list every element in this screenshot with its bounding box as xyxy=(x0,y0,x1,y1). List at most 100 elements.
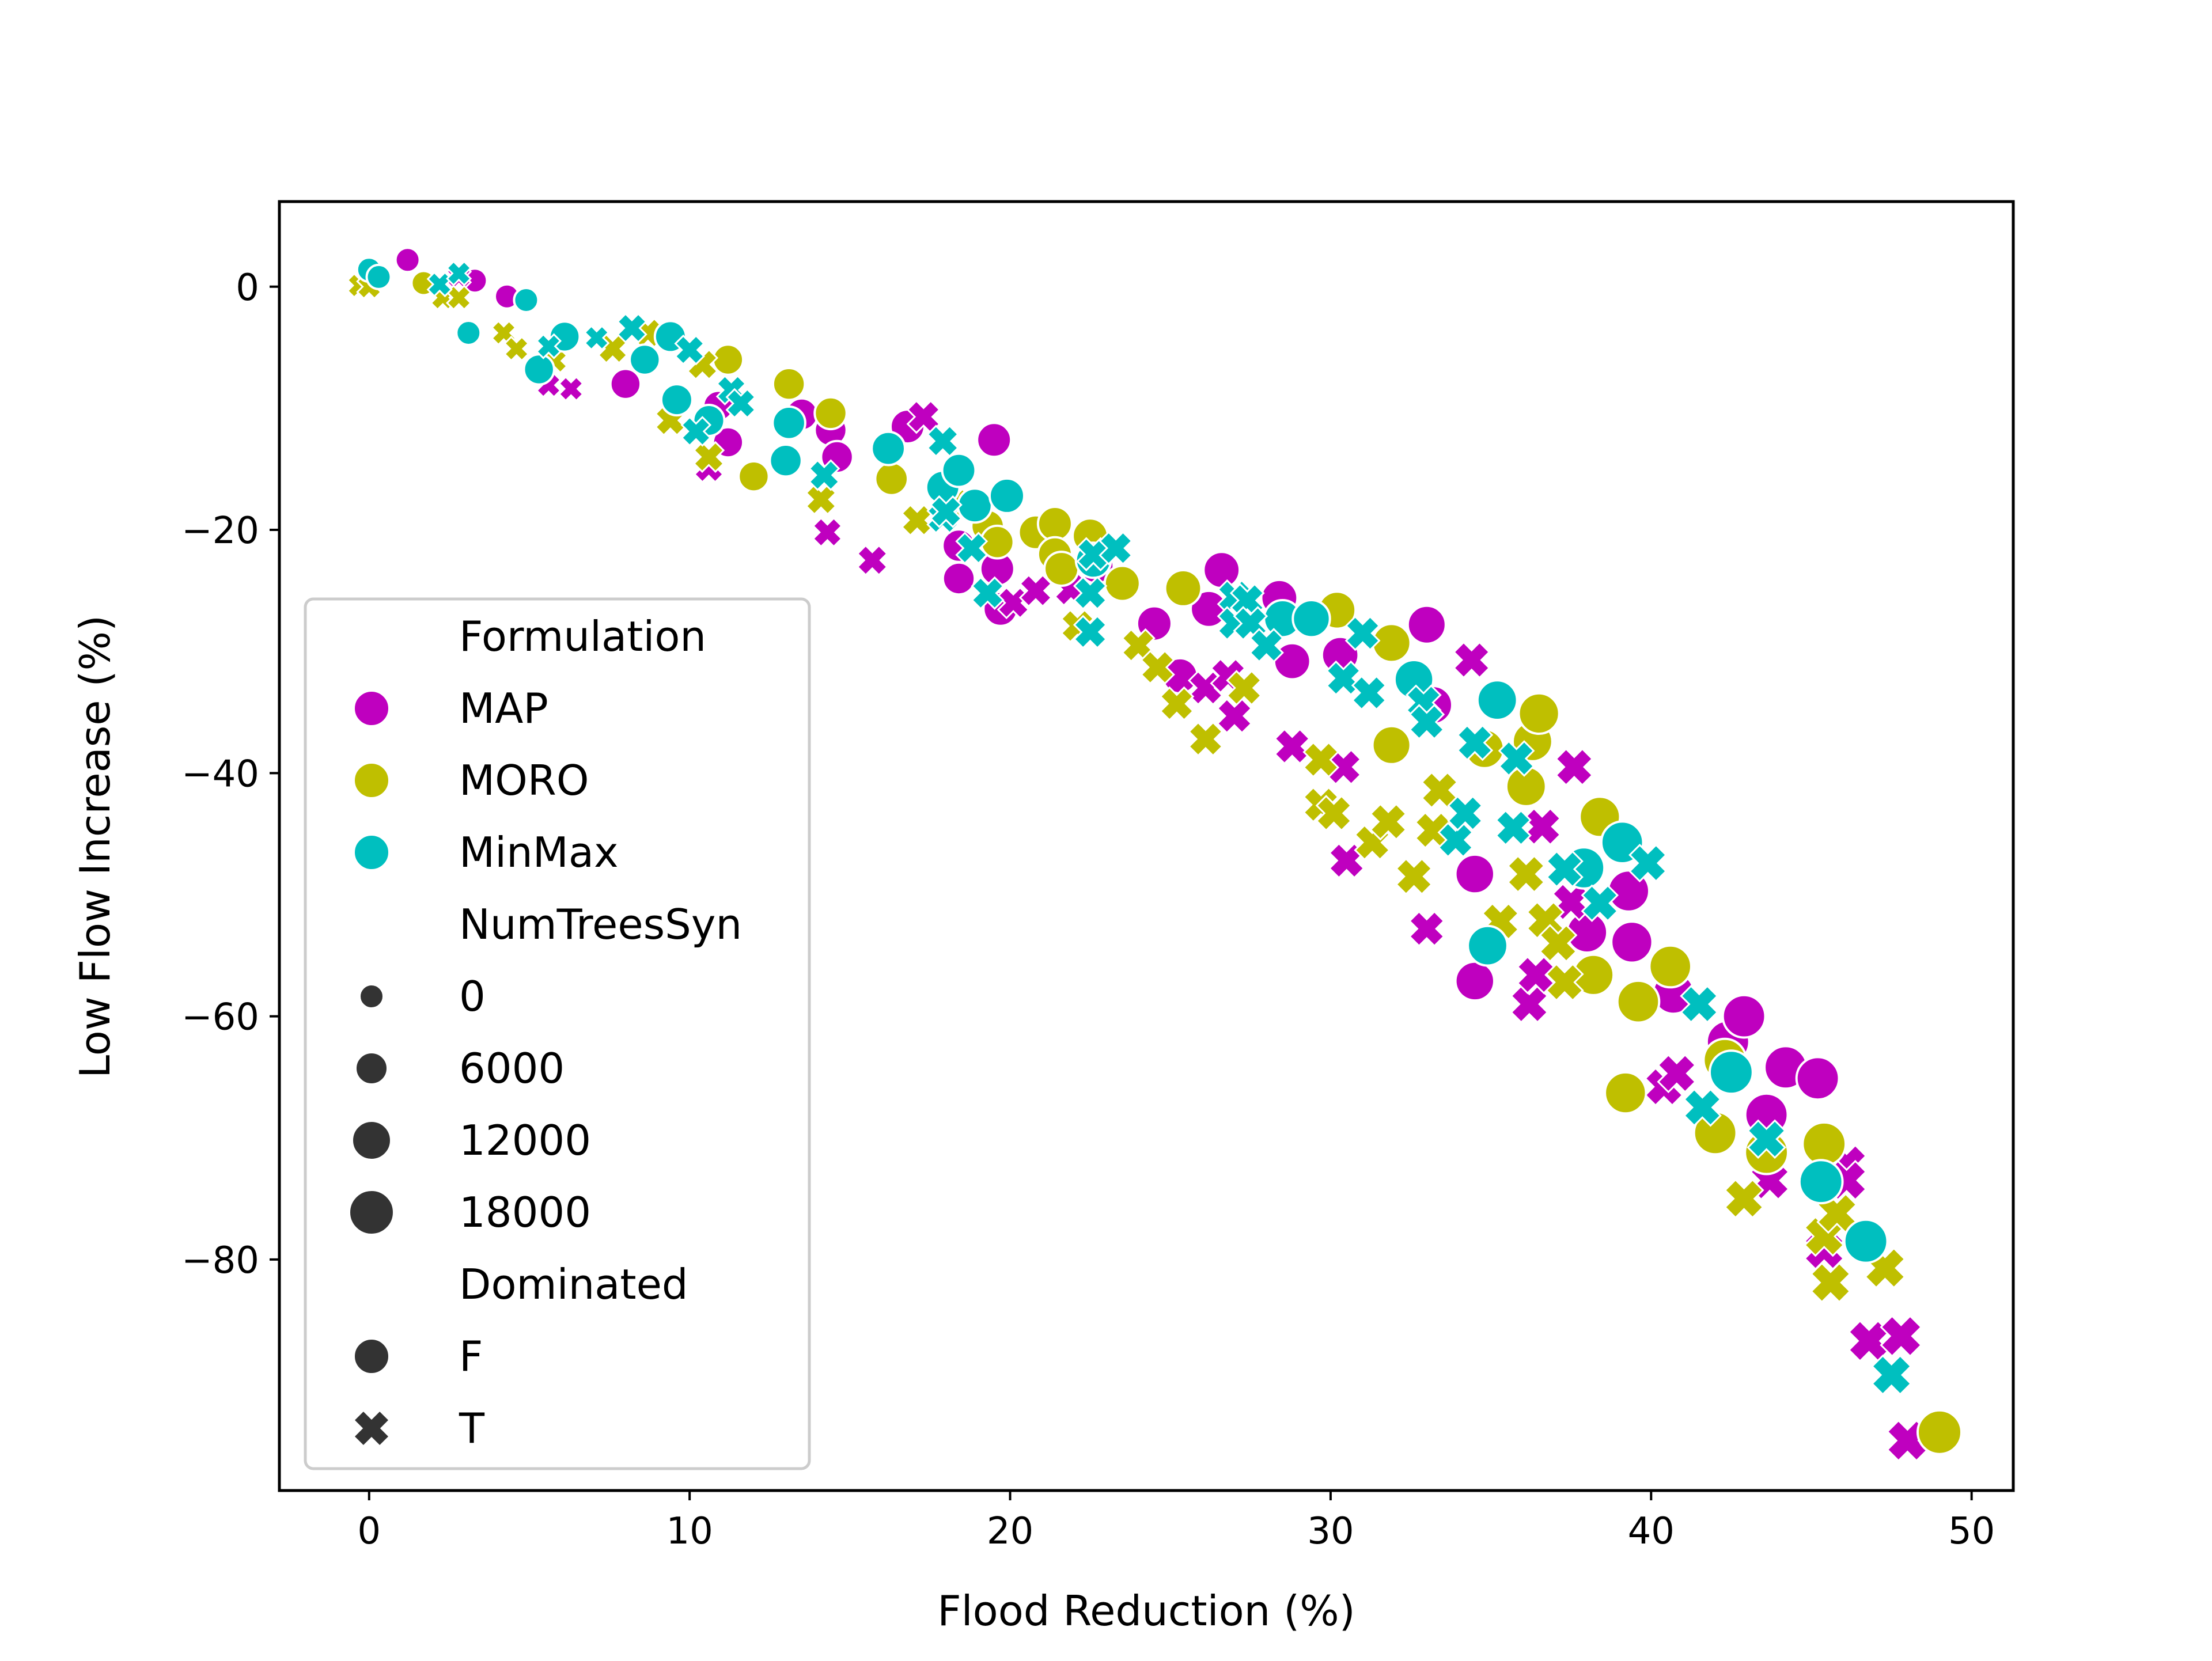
data-point-moro xyxy=(1121,628,1156,663)
data-point-map xyxy=(1202,551,1241,590)
data-point-moro xyxy=(711,343,745,376)
data-point-minmax xyxy=(455,320,482,346)
data-point-minmax xyxy=(1628,844,1668,883)
axis-ticks: 0 10 20 30 40 50 0 −20 −40 −60 −80 xyxy=(181,267,1995,1553)
data-point-map xyxy=(1018,574,1053,608)
data-point-minmax xyxy=(1495,809,1532,847)
legend-style-marker-f xyxy=(353,1337,391,1375)
data-point-moro xyxy=(1140,650,1175,685)
data-point-map xyxy=(609,367,642,400)
legend-box xyxy=(304,597,811,1470)
data-point-minmax xyxy=(988,477,1025,514)
data-point-minmax xyxy=(1546,850,1584,888)
data-point-map xyxy=(1721,993,1767,1039)
data-point-minmax xyxy=(956,487,993,524)
legend-size-label-18000: 18000 xyxy=(459,1188,591,1237)
data-point-minmax xyxy=(1680,984,1719,1024)
data-point-minmax xyxy=(1476,679,1518,721)
data-point-moro xyxy=(874,461,909,496)
data-point-map xyxy=(1216,697,1253,734)
data-point-map xyxy=(1795,1056,1840,1101)
legend-title-numtreessyn: NumTreesSyn xyxy=(459,900,742,949)
x-axis-label: Flood Reduction (%) xyxy=(937,1587,1355,1635)
data-point-moro xyxy=(771,367,806,401)
data-point-minmax xyxy=(1437,822,1474,858)
data-point-minmax xyxy=(1291,599,1331,639)
data-point-moro xyxy=(813,396,848,431)
data-point-minmax xyxy=(929,495,963,528)
data-point-map xyxy=(976,422,1013,458)
data-point-minmax xyxy=(768,443,803,478)
data-point-minmax xyxy=(1351,675,1387,711)
data-point-map xyxy=(1452,641,1491,679)
data-point-moro xyxy=(1616,979,1661,1024)
data-point-map xyxy=(1274,728,1311,765)
legend: Formulation MAP MORO MinMax NumTreesSyn … xyxy=(304,597,811,1470)
legend-style-marker-t xyxy=(352,1409,391,1448)
data-point-minmax xyxy=(1344,615,1381,651)
data-point-map xyxy=(1555,748,1594,787)
legend-marker-moro xyxy=(353,761,391,799)
data-point-minmax xyxy=(513,287,540,313)
y-tick-label: −40 xyxy=(181,753,259,795)
legend-style-label-f: F xyxy=(459,1332,483,1381)
data-point-minmax xyxy=(1408,704,1445,740)
data-point-minmax xyxy=(1325,660,1362,696)
x-tick-label: 40 xyxy=(1628,1510,1675,1553)
data-point-map xyxy=(856,544,888,577)
data-point-moro xyxy=(1226,670,1263,706)
data-point-moro xyxy=(1801,1121,1847,1167)
data-point-map xyxy=(1408,910,1445,947)
data-point-moro xyxy=(1043,551,1080,587)
data-point-map xyxy=(1454,960,1496,1002)
x-tick-label: 30 xyxy=(1307,1510,1354,1553)
data-point-map xyxy=(394,247,421,274)
legend-marker-map xyxy=(353,689,391,727)
data-point-moro xyxy=(1810,1262,1851,1303)
data-point-minmax xyxy=(674,334,705,366)
data-point-map xyxy=(1847,1319,1891,1363)
data-point-moro xyxy=(1371,725,1412,765)
data-point-map xyxy=(1657,1053,1697,1094)
data-point-minmax xyxy=(680,416,712,447)
data-point-map xyxy=(1328,842,1365,879)
data-point-minmax xyxy=(1467,924,1509,967)
data-point-moro xyxy=(1159,686,1195,722)
x-tick-label: 20 xyxy=(987,1510,1033,1553)
data-point-moro xyxy=(1517,692,1560,735)
data-point-moro xyxy=(1164,569,1203,608)
data-point-map xyxy=(1516,955,1555,995)
data-point-map xyxy=(1454,853,1496,895)
y-axis-label: Low Flow Increase (%) xyxy=(71,615,119,1078)
legend-label-minmax: MinMax xyxy=(459,828,619,877)
legend-marker-minmax xyxy=(353,833,391,871)
data-point-minmax xyxy=(1447,795,1483,832)
data-point-minmax xyxy=(1498,740,1535,777)
data-point-minmax xyxy=(365,263,392,290)
data-point-moro xyxy=(1188,721,1224,757)
data-point-minmax xyxy=(1798,1159,1844,1205)
legend-size-label-0: 0 xyxy=(459,972,486,1021)
data-point-moro xyxy=(1506,855,1546,894)
data-point-minmax xyxy=(941,452,977,488)
data-point-minmax xyxy=(1456,724,1494,761)
data-point-minmax xyxy=(1073,576,1108,610)
data-point-minmax xyxy=(808,459,840,491)
data-point-map xyxy=(1880,1314,1923,1357)
legend-size-label-6000: 6000 xyxy=(459,1044,565,1093)
data-point-minmax xyxy=(725,388,756,419)
data-point-minmax xyxy=(971,576,1005,610)
data-point-moro xyxy=(1395,858,1433,896)
data-point-moro xyxy=(1302,741,1340,778)
data-point-minmax xyxy=(1099,530,1133,566)
data-point-minmax xyxy=(771,405,806,441)
data-point-moro xyxy=(1545,962,1584,1002)
legend-style-label-t: T xyxy=(459,1404,485,1453)
data-point-map xyxy=(997,586,1030,620)
data-point-minmax xyxy=(616,312,647,344)
data-point-minmax xyxy=(1709,1049,1754,1095)
legend-size-marker-6000 xyxy=(354,1051,389,1086)
data-point-moro xyxy=(1604,1071,1647,1115)
